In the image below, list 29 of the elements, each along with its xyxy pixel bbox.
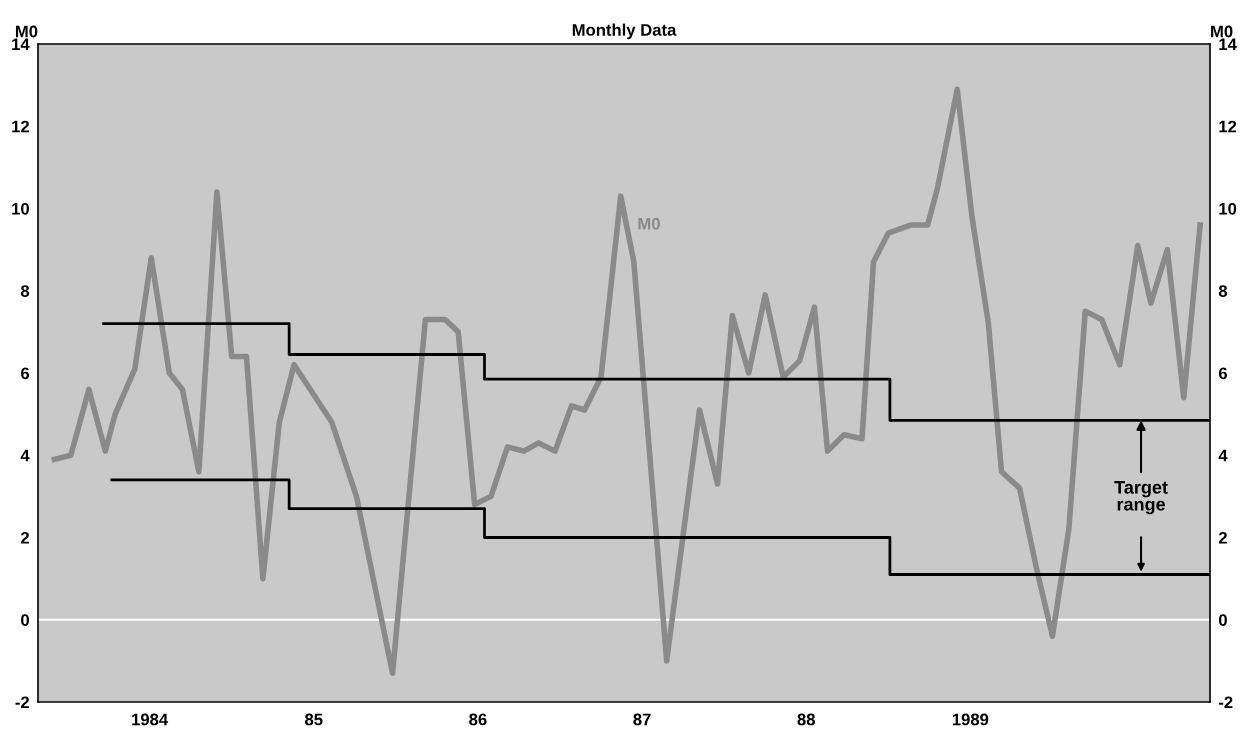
y-tick-label: 12 <box>12 120 29 133</box>
y2-tick-label: 10 <box>1219 202 1237 215</box>
x-tick-label: 1989 <box>952 713 989 726</box>
y2-tick-label: 0 <box>1218 614 1227 626</box>
y2-tick-label: 4 <box>1218 449 1228 462</box>
y-tick-label: 4 <box>20 449 30 462</box>
chart-title: Monthly Data <box>572 23 677 40</box>
x-tick-label: 88 <box>797 713 815 726</box>
y2-tick-label: 14 <box>1219 38 1237 51</box>
y-tick-label: -2 <box>15 696 29 709</box>
annotation: M0 <box>638 217 660 230</box>
y2-tick-label: 2 <box>1218 531 1227 544</box>
y-tick-label: 0 <box>21 614 29 626</box>
x-tick-label: 1984 <box>132 713 169 726</box>
y2-tick-label: -2 <box>1218 696 1233 709</box>
y2-tick-label: 6 <box>1218 367 1227 380</box>
y-tick-label: 6 <box>21 367 30 380</box>
x-tick-label: 87 <box>633 713 651 726</box>
annotation: Target range <box>1114 481 1168 515</box>
y-tick-label: 8 <box>20 285 30 297</box>
x-tick-label: 86 <box>469 713 487 726</box>
y-tick-label: 10 <box>12 202 29 215</box>
y-tick-label: 14 <box>12 38 30 51</box>
y-tick-label: 2 <box>20 531 29 544</box>
y2-tick-label: 12 <box>1219 120 1237 133</box>
x-tick-label: 85 <box>305 713 323 726</box>
y-axis-title: M0 <box>15 25 38 38</box>
y2-axis-title: M0 <box>1211 25 1233 38</box>
y2-tick-label: 8 <box>1218 285 1228 297</box>
